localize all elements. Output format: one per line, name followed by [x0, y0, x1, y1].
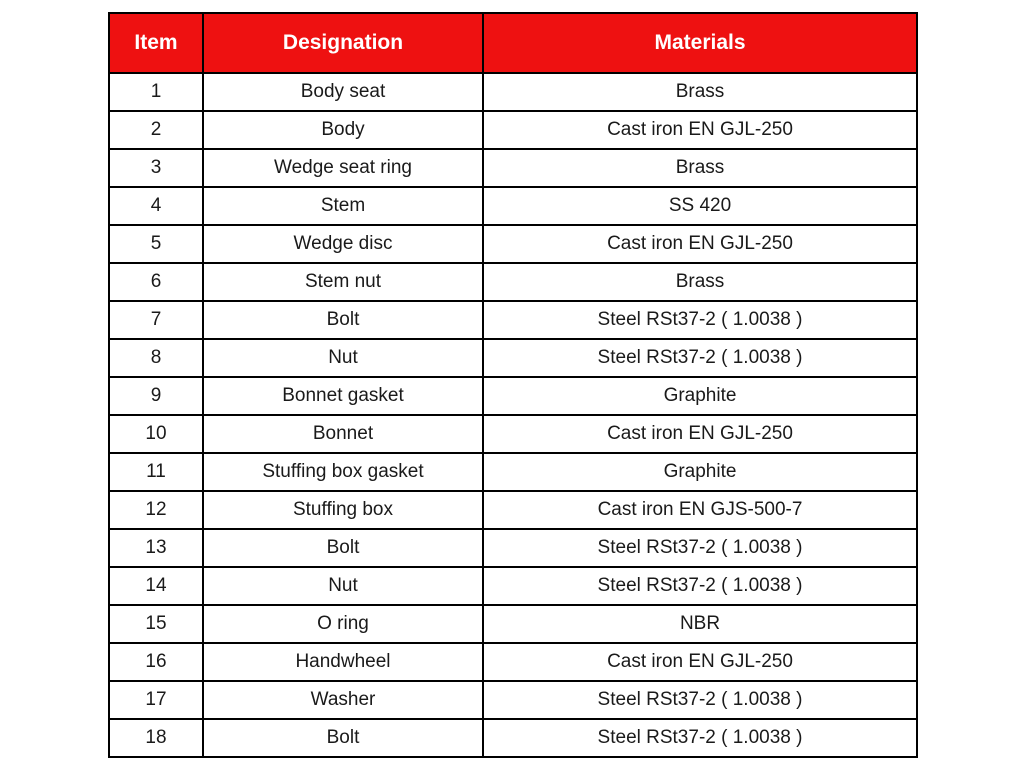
item-cell: 6: [108, 262, 204, 302]
table-row: 6 Stem nut Brass: [108, 262, 918, 302]
item-cell: 13: [108, 528, 204, 568]
material-cell: Brass: [482, 148, 918, 188]
designation-cell: Bonnet gasket: [202, 376, 484, 416]
item-cell: 2: [108, 110, 204, 150]
table-row: 12 Stuffing box Cast iron EN GJS-500-7: [108, 490, 918, 530]
material-cell: Steel RSt37-2 ( 1.0038 ): [482, 680, 918, 720]
designation-cell: Nut: [202, 338, 484, 378]
designation-cell: O ring: [202, 604, 484, 644]
material-cell: Cast iron EN GJS-500-7: [482, 490, 918, 530]
table-row: 3 Wedge seat ring Brass: [108, 148, 918, 188]
material-cell: Steel RSt37-2 ( 1.0038 ): [482, 718, 918, 758]
item-cell: 12: [108, 490, 204, 530]
table-row: 15 O ring NBR: [108, 604, 918, 644]
material-cell: NBR: [482, 604, 918, 644]
designation-cell: Bolt: [202, 300, 484, 340]
item-cell: 7: [108, 300, 204, 340]
designation-cell: Stuffing box: [202, 490, 484, 530]
material-cell: Cast iron EN GJL-250: [482, 224, 918, 264]
designation-cell: Nut: [202, 566, 484, 606]
material-cell: Cast iron EN GJL-250: [482, 414, 918, 454]
designation-cell: Stem nut: [202, 262, 484, 302]
column-header-item: Item: [108, 12, 204, 74]
designation-cell: Wedge disc: [202, 224, 484, 264]
table-row: 8 Nut Steel RSt37-2 ( 1.0038 ): [108, 338, 918, 378]
table-row: 11 Stuffing box gasket Graphite: [108, 452, 918, 492]
material-cell: Brass: [482, 262, 918, 302]
designation-cell: Body seat: [202, 72, 484, 112]
material-cell: Brass: [482, 72, 918, 112]
material-cell: SS 420: [482, 186, 918, 226]
item-cell: 4: [108, 186, 204, 226]
material-cell: Steel RSt37-2 ( 1.0038 ): [482, 528, 918, 568]
item-cell: 8: [108, 338, 204, 378]
item-cell: 11: [108, 452, 204, 492]
designation-cell: Bolt: [202, 528, 484, 568]
table-body: 1 Body seat Brass 2 Body Cast iron EN GJL-250…: [108, 72, 918, 758]
item-cell: 14: [108, 566, 204, 606]
table-row: 9 Bonnet gasket Graphite: [108, 376, 918, 416]
column-header-materials: Materials: [482, 12, 918, 74]
item-cell: 10: [108, 414, 204, 454]
material-cell: Steel RSt37-2 ( 1.0038 ): [482, 300, 918, 340]
table-row: 1 Body seat Brass: [108, 72, 918, 112]
table-row: 7 Bolt Steel RSt37-2 ( 1.0038 ): [108, 300, 918, 340]
designation-cell: Bonnet: [202, 414, 484, 454]
material-cell: Cast iron EN GJL-250: [482, 642, 918, 682]
material-cell: Graphite: [482, 376, 918, 416]
item-cell: 16: [108, 642, 204, 682]
material-cell: Cast iron EN GJL-250: [482, 110, 918, 150]
designation-cell: Stuffing box gasket: [202, 452, 484, 492]
parts-materials-table: Item Designation Materials 1 Body seat Bra…: [108, 12, 918, 758]
designation-cell: Bolt: [202, 718, 484, 758]
item-cell: 9: [108, 376, 204, 416]
item-cell: 17: [108, 680, 204, 720]
item-cell: 5: [108, 224, 204, 264]
item-cell: 3: [108, 148, 204, 188]
designation-cell: Handwheel: [202, 642, 484, 682]
designation-cell: Wedge seat ring: [202, 148, 484, 188]
designation-cell: Washer: [202, 680, 484, 720]
designation-cell: Body: [202, 110, 484, 150]
table-row: 16 Handwheel Cast iron EN GJL-250: [108, 642, 918, 682]
item-cell: 15: [108, 604, 204, 644]
material-cell: Graphite: [482, 452, 918, 492]
material-cell: Steel RSt37-2 ( 1.0038 ): [482, 338, 918, 378]
table-row: 14 Nut Steel RSt37-2 ( 1.0038 ): [108, 566, 918, 606]
material-cell: Steel RSt37-2 ( 1.0038 ): [482, 566, 918, 606]
table-row: 17 Washer Steel RSt37-2 ( 1.0038 ): [108, 680, 918, 720]
table-row: 18 Bolt Steel RSt37-2 ( 1.0038 ): [108, 718, 918, 758]
parts-materials-table-container: Item Designation Materials 1 Body seat Bra…: [108, 12, 918, 758]
table-row: 13 Bolt Steel RSt37-2 ( 1.0038 ): [108, 528, 918, 568]
header-row: Item Designation Materials: [108, 12, 918, 74]
table-row: 4 Stem SS 420: [108, 186, 918, 226]
item-cell: 1: [108, 72, 204, 112]
table-row: 10 Bonnet Cast iron EN GJL-250: [108, 414, 918, 454]
table-row: 5 Wedge disc Cast iron EN GJL-250: [108, 224, 918, 264]
item-cell: 18: [108, 718, 204, 758]
table-row: 2 Body Cast iron EN GJL-250: [108, 110, 918, 150]
designation-cell: Stem: [202, 186, 484, 226]
column-header-designation: Designation: [202, 12, 484, 74]
